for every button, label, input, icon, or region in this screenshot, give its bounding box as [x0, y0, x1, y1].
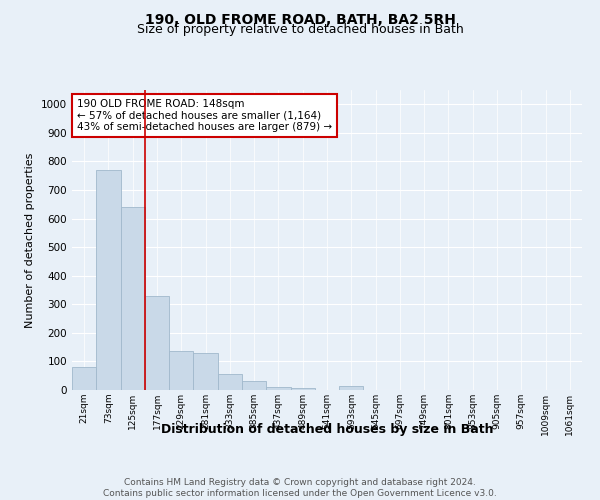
Bar	[218, 374, 242, 390]
Bar	[72, 367, 96, 390]
Bar	[193, 353, 218, 390]
Text: 190, OLD FROME ROAD, BATH, BA2 5RH: 190, OLD FROME ROAD, BATH, BA2 5RH	[145, 12, 455, 26]
Bar	[290, 388, 315, 390]
Bar	[242, 382, 266, 390]
Bar	[266, 387, 290, 390]
Bar	[96, 170, 121, 390]
Text: 190 OLD FROME ROAD: 148sqm
← 57% of detached houses are smaller (1,164)
43% of s: 190 OLD FROME ROAD: 148sqm ← 57% of deta…	[77, 99, 332, 132]
Bar	[169, 352, 193, 390]
Y-axis label: Number of detached properties: Number of detached properties	[25, 152, 35, 328]
Text: Contains HM Land Registry data © Crown copyright and database right 2024.
Contai: Contains HM Land Registry data © Crown c…	[103, 478, 497, 498]
Bar	[339, 386, 364, 390]
Bar	[145, 296, 169, 390]
Bar	[121, 207, 145, 390]
Text: Size of property relative to detached houses in Bath: Size of property relative to detached ho…	[137, 24, 463, 36]
Text: Distribution of detached houses by size in Bath: Distribution of detached houses by size …	[161, 422, 493, 436]
